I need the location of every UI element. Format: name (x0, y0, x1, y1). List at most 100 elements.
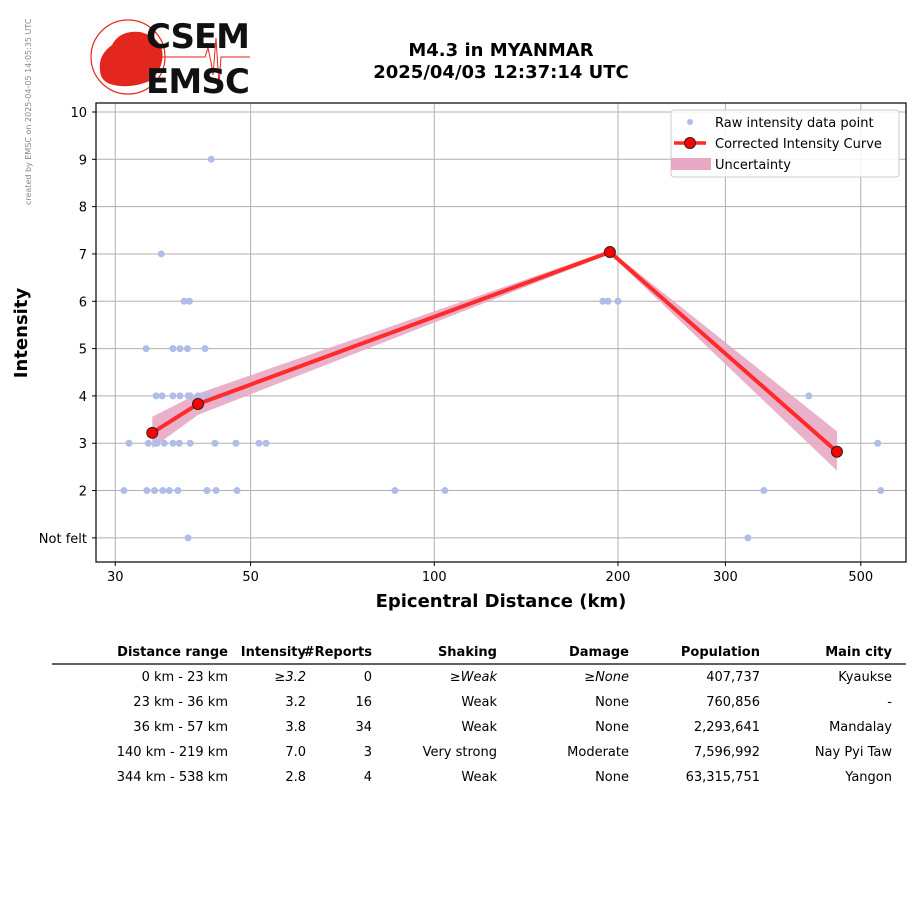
table-cell: Very strong (423, 745, 497, 760)
x-tick-label: 100 (422, 570, 447, 585)
y-tick-label: 3 (79, 437, 87, 452)
raw-data-point (186, 439, 194, 447)
raw-data-point (175, 439, 183, 447)
table-cell: 4 (364, 770, 372, 785)
table-header-cell: #Reports (304, 645, 373, 660)
raw-data-point (153, 439, 161, 447)
raw-data-point (194, 392, 202, 400)
table-cell: Weak (461, 720, 497, 735)
table-cell: ≥Weak (450, 670, 498, 685)
legend-raw-marker (687, 119, 693, 125)
raw-data-point (262, 439, 270, 447)
raw-data-point (255, 439, 263, 447)
table-cell: None (595, 695, 629, 710)
raw-data-point (874, 439, 882, 447)
raw-data-point (143, 487, 151, 495)
legend: Raw intensity data point Corrected Inten… (670, 109, 900, 178)
table-cell: 3 (364, 745, 372, 760)
table-cell: Mandalay (829, 720, 892, 735)
table-cell: 3.2 (285, 695, 306, 710)
raw-data-point (614, 297, 622, 305)
raw-data-point (877, 487, 885, 495)
y-tick-label: 5 (79, 343, 87, 358)
table-cell: 63,315,751 (686, 770, 760, 785)
raw-data-point (180, 297, 188, 305)
legend-band-swatch (671, 158, 711, 170)
raw-data-point (391, 487, 399, 495)
raw-data-point (169, 345, 177, 353)
table-cell: 2.8 (285, 770, 306, 785)
table-cell: Nay Pyi Taw (815, 745, 893, 760)
table-cell: Weak (461, 695, 497, 710)
raw-data-point (233, 487, 241, 495)
table-cell: 36 km - 57 km (133, 720, 228, 735)
logo-text-emsc: EMSC (146, 62, 250, 102)
table-cell: 2,293,641 (694, 720, 760, 735)
table-header-cell: Distance range (117, 645, 228, 660)
raw-data-point (160, 439, 168, 447)
plot-frame (95, 102, 907, 563)
y-tick-label: 4 (79, 390, 87, 405)
table-cell: Kyaukse (838, 670, 892, 685)
uncertainty-band-layer (152, 250, 837, 471)
x-tick-label: 200 (606, 570, 631, 585)
table-cell: 23 km - 36 km (133, 695, 228, 710)
legend-curve-label: Corrected Intensity Curve (715, 137, 882, 152)
raw-data-point (176, 392, 184, 400)
raw-data-point (599, 297, 607, 305)
raw-data-point (212, 487, 220, 495)
raw-data-point (232, 439, 240, 447)
corrected-intensity-curve (151, 250, 839, 454)
table-header-cell: Population (681, 645, 760, 660)
table-cell: None (595, 770, 629, 785)
table-cell: 3.8 (285, 720, 306, 735)
emsc-logo: CSEM EMSC (90, 17, 250, 102)
raw-data-point (441, 487, 449, 495)
y-tick-label: 9 (79, 153, 87, 168)
curve-layer (146, 246, 843, 458)
raw-data-point (159, 487, 167, 495)
y-tick-label: 8 (79, 201, 87, 216)
x-tick-label: 30 (107, 570, 124, 585)
raw-data-point (169, 439, 177, 447)
summary-table: Distance range Intensity#Reports Shaking Da… (117, 645, 893, 785)
ticks: 30 50 100 200 300 500 Not felt 2 3 4 5 6 7 8 9 10 (39, 106, 873, 585)
raw-data-point (201, 345, 209, 353)
table-cell: 407,737 (706, 670, 760, 685)
curve-point (146, 426, 159, 439)
uncertainty-band (152, 250, 837, 471)
table-cell: 0 (364, 670, 372, 685)
raw-data-point (169, 392, 177, 400)
raw-data-point (144, 439, 152, 447)
table-cell: 16 (355, 695, 372, 710)
x-tick-label: 500 (848, 570, 873, 585)
x-tick-label: 50 (242, 570, 259, 585)
table-header-cell: Damage (569, 645, 629, 660)
table-cell: ≥None (584, 670, 629, 685)
raw-data-point (142, 345, 150, 353)
table-cell: 344 km - 538 km (117, 770, 228, 785)
table-cell: 34 (355, 720, 372, 735)
y-tick-label: 7 (79, 248, 87, 263)
table-cell: 760,856 (706, 695, 760, 710)
x-tick-label: 300 (713, 570, 738, 585)
raw-data-point (125, 439, 133, 447)
y-tick-label: 10 (70, 106, 87, 121)
raw-data-point (183, 345, 191, 353)
raw-data-point (185, 297, 193, 305)
table-header-cell: Shaking (438, 645, 497, 660)
table-cell: - (887, 695, 892, 710)
table-cell: Yangon (844, 770, 892, 785)
y-axis-label: Intensity (11, 288, 32, 379)
raw-data-point (203, 487, 211, 495)
raw-data-point (211, 439, 219, 447)
legend-raw-label: Raw intensity data point (715, 116, 874, 131)
chart-title-line2: 2025/04/03 12:37:14 UTC (373, 62, 629, 83)
raw-data-point (151, 487, 159, 495)
table-header-cell: Main city (825, 645, 892, 660)
raw-data-point (152, 392, 160, 400)
raw-data-point (805, 392, 813, 400)
raw-data-point (207, 155, 215, 163)
table-cell: 140 km - 219 km (117, 745, 228, 760)
table-cell: 7.0 (285, 745, 306, 760)
